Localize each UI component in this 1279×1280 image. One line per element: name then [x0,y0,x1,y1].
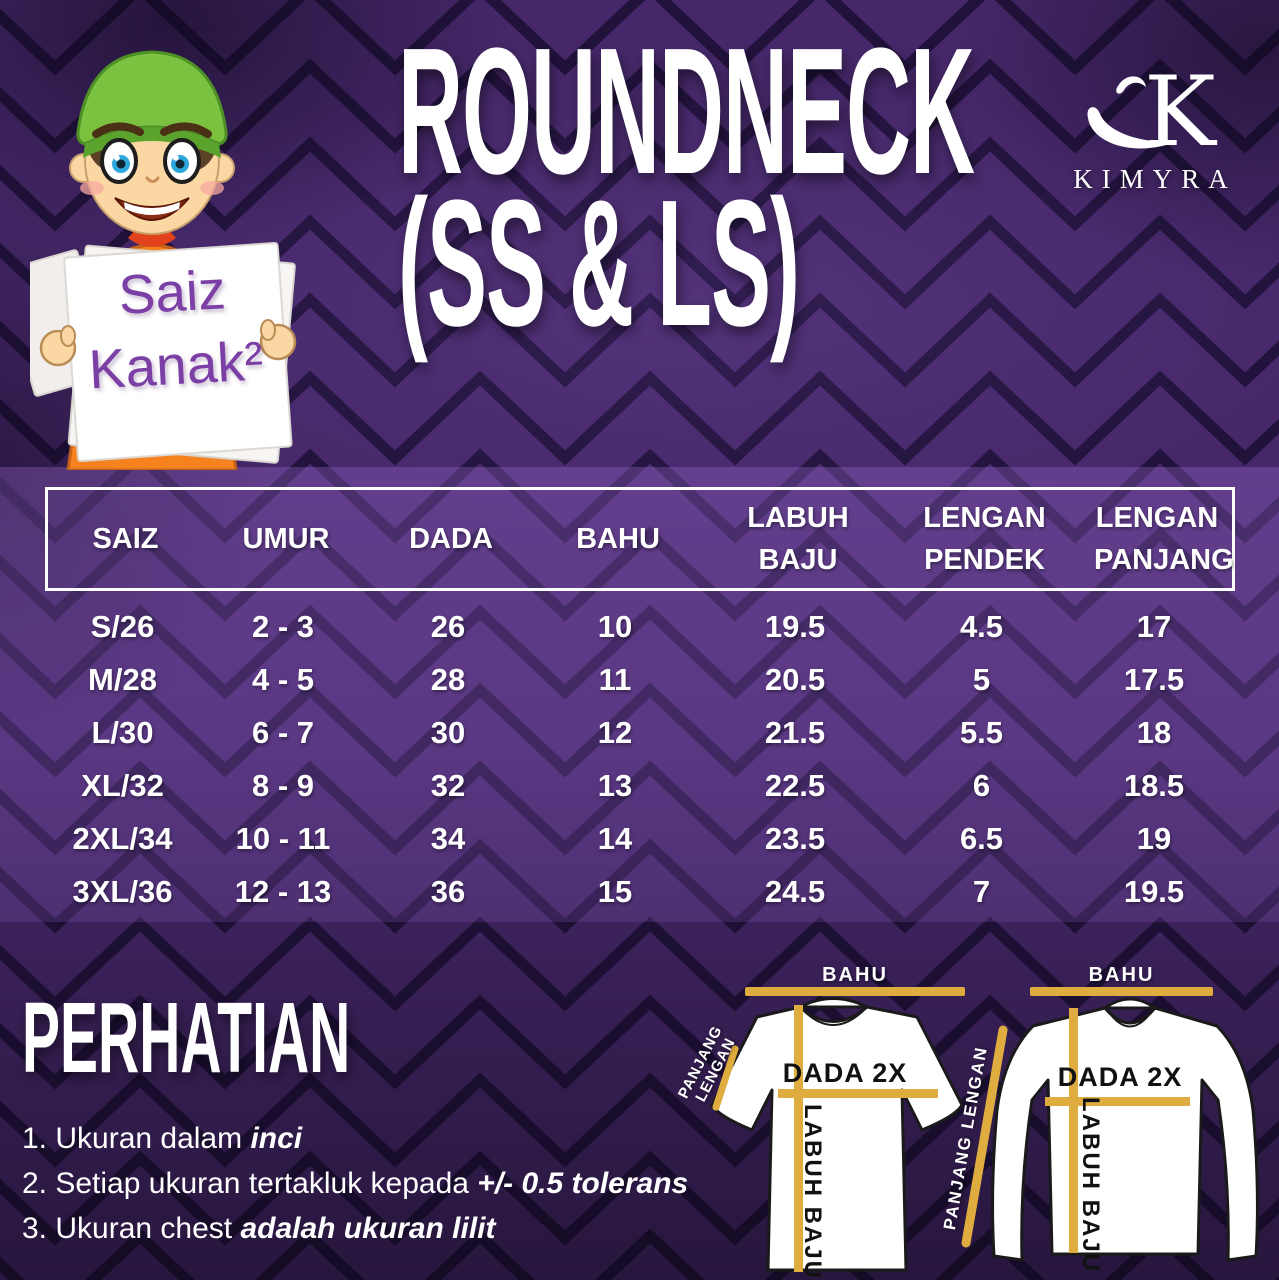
table-cell: 32 [430,767,466,803]
table-cell: 23.5 [764,820,826,856]
table-cell: 19 [1136,820,1172,856]
table-cell: 10 - 11 [235,820,331,856]
note-emphasis: +/- 0.5 tolerans [477,1167,689,1200]
table-cell: 7 [972,873,991,909]
size-table: SAIZ UMUR DADA BAHU LABUH BAJU LENGAN PENDEK L… [45,487,1235,909]
table-row: 3XL/36 12 - 13 36 15 24.5 7 19.5 [45,865,1235,918]
ss-labuh-baju-label: LABUH BAJU [799,1104,826,1280]
table-cell: 12 - 13 [234,873,332,909]
table-row: XL/32 8 - 9 32 13 22.5 6 18.5 [45,759,1235,812]
notes-heading: PERHATIAN [22,982,351,1094]
table-cell: 5.5 [959,714,1004,750]
table-cell: 19.5 [1123,873,1185,909]
table-cell: 17 [1136,608,1172,644]
table-cell: 12 [597,714,633,750]
column-header: DADA [409,522,493,555]
table-cell: 4.5 [959,608,1004,644]
note-text: 3. Ukuran chest [22,1212,241,1245]
table-cell: XL/32 [81,767,164,803]
table-cell: 6 - 7 [251,714,315,750]
note-item: 1. Ukuran dalam inci [22,1116,688,1161]
ss-bahu-label: BAHU [822,964,888,986]
title-line2: (SS & LS) [398,163,800,364]
table-row: S/26 2 - 3 26 10 19.5 4.5 17 [45,600,1235,653]
boy-eye-left [100,138,138,184]
table-cell: L/30 [91,714,154,750]
column-header: SAIZ [92,522,159,555]
dada-measure-bar [1045,1097,1190,1106]
table-row: M/28 4 - 5 28 11 20.5 5 17.5 [45,653,1235,706]
table-cell: 4 - 5 [251,661,315,697]
column-header: LABUH BAJU [747,501,849,576]
table-cell: 28 [430,661,466,697]
table-cell: 11 [598,661,632,697]
table-cell: 13 [597,767,633,803]
notes-list: 1. Ukuran dalam inci 2. Setiap ukuran ter… [22,1116,688,1251]
table-cell: 30 [430,714,466,750]
shirt-outline [710,1005,964,1272]
table-cell: 21.5 [764,714,826,750]
long-sleeve-shirt-diagram [961,987,1259,1262]
ls-bahu-label: BAHU [1088,964,1155,986]
table-header-row: SAIZ UMUR DADA BAHU LABUH BAJU LENGAN PENDEK L… [45,487,1235,591]
table-cell: 18 [1136,714,1172,750]
table-cell: 6.5 [959,820,1004,856]
column-header: LENGAN PANJANG [1094,501,1234,576]
table-cell: 10 [597,608,633,644]
table-cell: 15 [597,873,633,909]
size-badge: Saiz Kanak² [56,250,291,408]
monogram-letter: K [1144,56,1218,162]
column-header: BAHU [576,522,660,555]
bahu-measure-bar [745,987,965,996]
column-header: UMUR [242,522,330,555]
table-cell: 17.5 [1123,661,1185,697]
table-cell: 19.5 [764,608,826,644]
shirt-outline [991,1006,1259,1262]
dada-measure-bar [778,1089,938,1098]
boy-eye-right [163,138,201,184]
table-cell: 14 [597,820,633,856]
table-cell: 20.5 [764,661,826,697]
boy-cheek-left [80,181,104,195]
boy-cheek-right [200,181,224,195]
table-cell: 5 [972,661,991,697]
column-header: LENGAN PENDEK [923,501,1046,576]
table-cell: 2XL/34 [72,820,173,856]
table-row: L/30 6 - 7 30 12 21.5 5.5 18 [45,706,1235,759]
table-cell: 3XL/36 [72,873,173,909]
table-body: S/26 2 - 3 26 10 19.5 4.5 17 M/28 4 - 5 28 11 20.5 5… [45,600,1235,918]
ls-dada-label: DADA 2X [1057,1062,1183,1092]
kimyra-monogram-icon: K [1087,56,1218,162]
size-badge-line2: Kanak² [87,329,265,401]
table-cell: 22.5 [764,767,826,803]
size-badge-line1: Saiz [117,258,228,326]
shirt-back-collar [1100,997,1160,1010]
note-item: 3. Ukuran chest adalah ukuran lilit [22,1206,688,1251]
note-emphasis: adalah ukuran lilit [240,1212,496,1245]
note-text: 1. Ukuran dalam [22,1122,251,1155]
ls-labuh-baju-label: LABUH BAJU [1077,1097,1104,1273]
table-cell: 2 - 3 [251,608,315,644]
bahu-measure-bar [1030,987,1213,996]
note-item: 2. Setiap ukuran tertakluk kepada +/- 0.… [22,1161,688,1206]
table-cell: M/28 [88,661,157,697]
table-cell: 18.5 [1123,767,1185,803]
table-cell: 8 - 9 [251,767,315,803]
shirt-back-collar [799,997,868,1009]
table-cell: 24.5 [764,873,826,909]
table-cell: 36 [430,873,466,909]
table-cell: 26 [430,608,466,644]
note-text: 2. Setiap ukuran tertakluk kepada [22,1167,478,1200]
table-row: 2XL/34 10 - 11 34 14 23.5 6.5 19 [45,812,1235,865]
brand-name: KIMYRA [1073,164,1237,194]
ss-dada-label: DADA 2X [782,1058,908,1088]
brand-logo: K KIMYRA [1050,44,1260,195]
table-cell: 34 [430,820,466,856]
table-cell: S/26 [90,608,155,644]
table-cell: 6 [972,767,991,803]
note-emphasis: inci [250,1122,303,1155]
